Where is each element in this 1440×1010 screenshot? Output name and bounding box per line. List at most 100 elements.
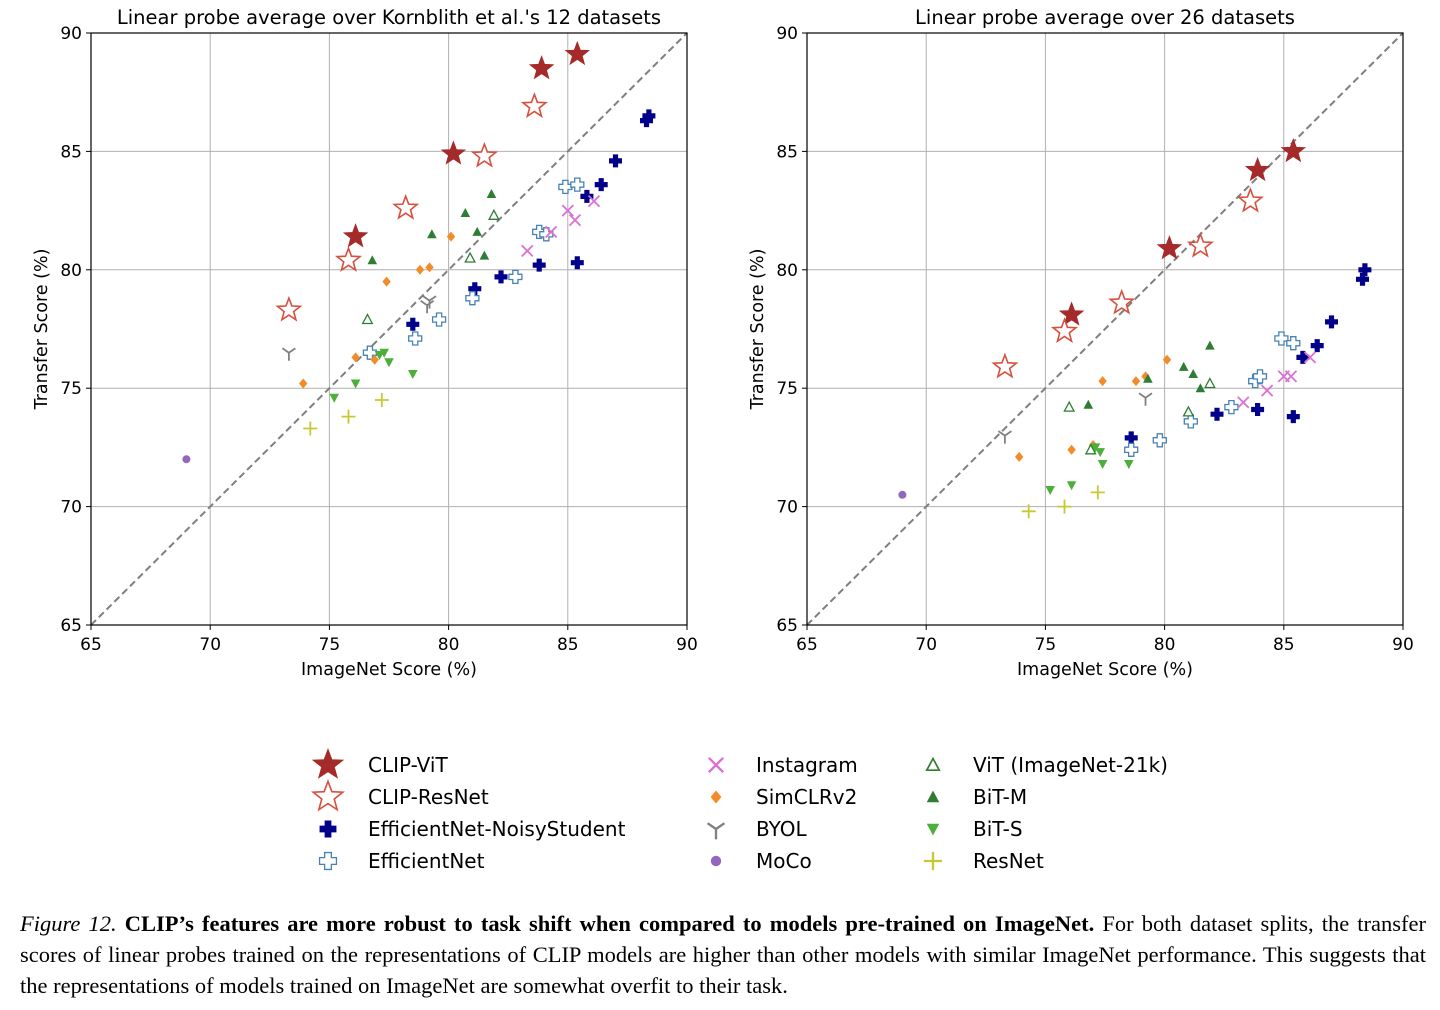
legend-marker <box>310 779 346 812</box>
data-point <box>1131 376 1141 387</box>
legend-item-simclrv2: SimCLRv2 <box>710 785 857 809</box>
data-point <box>329 393 339 403</box>
data-point <box>1124 442 1139 457</box>
data-point <box>1143 373 1153 383</box>
legend-item-vit-imagenet-21k: ViT (ImageNet-21k) <box>925 753 1168 777</box>
series-moco <box>898 490 907 499</box>
data-point <box>1050 317 1079 343</box>
data-point <box>1045 486 1055 495</box>
y-tick-label: 90 <box>60 24 82 44</box>
data-point <box>1358 263 1372 277</box>
series-bit-s <box>1045 443 1134 495</box>
y-tick-label: 85 <box>60 142 82 162</box>
data-point <box>341 409 356 424</box>
y-tick-label: 70 <box>776 498 798 518</box>
legend-label: SimCLRv2 <box>756 785 857 809</box>
data-point <box>1252 369 1268 384</box>
series-clip-vit <box>342 40 591 248</box>
series-resnet <box>1021 485 1105 519</box>
data-point <box>1108 288 1136 315</box>
data-point <box>558 179 573 195</box>
caption-bold-sentence: CLIP’s features are more robust to task … <box>124 911 1095 936</box>
data-point <box>1066 481 1077 491</box>
data-point <box>1083 399 1094 409</box>
y-tick-label: 65 <box>776 616 798 636</box>
data-point <box>379 348 389 358</box>
x-tick-label: 65 <box>796 635 818 655</box>
x-tick-label: 70 <box>915 635 937 655</box>
y-tick-label: 70 <box>60 498 82 518</box>
series-clip-resnet <box>991 186 1264 379</box>
data-point <box>1095 448 1105 458</box>
chart-1: 65 70 75 80 85 90 65 70 75 80 85 90 Linear probe ave… <box>32 6 698 680</box>
series-resnet <box>303 393 389 436</box>
legend-item-resnet: ResNet <box>923 849 1044 873</box>
data-point <box>1284 370 1298 383</box>
data-point <box>408 331 423 346</box>
data-point <box>991 352 1019 379</box>
legend-label: ResNet <box>973 849 1044 873</box>
data-point <box>564 40 591 66</box>
caption-text: For both dataset splits, the transfer sc… <box>20 911 1427 998</box>
data-point <box>1303 351 1317 364</box>
data-point <box>508 269 523 285</box>
data-point <box>406 317 420 331</box>
data-point <box>350 379 361 389</box>
legend-marker <box>925 756 941 772</box>
legend-item-moco: MoCo <box>710 849 812 873</box>
data-point <box>1286 410 1300 424</box>
series-efficientnet-noisystudent <box>1124 263 1372 445</box>
data-point <box>427 229 437 239</box>
data-point <box>609 154 622 168</box>
data-point <box>521 244 534 258</box>
legend-marker <box>319 820 337 838</box>
legend-item-clip-resnet: CLIP-ResNet <box>310 779 489 812</box>
data-point <box>422 295 437 309</box>
legend-item-efficientnet: EfficientNet <box>318 849 485 873</box>
series-efficientnet <box>1124 331 1301 457</box>
series-efficientnet <box>362 177 585 360</box>
series-bit-s <box>329 348 418 403</box>
data-point <box>580 189 594 203</box>
data-point <box>465 291 480 306</box>
data-point <box>1210 407 1224 421</box>
data-point <box>642 109 656 123</box>
data-point <box>1310 339 1324 353</box>
series-instagram <box>1237 351 1317 409</box>
plot-frame <box>806 32 1404 626</box>
data-point <box>1274 331 1289 346</box>
data-point <box>460 208 471 217</box>
data-point <box>1286 336 1301 351</box>
data-point <box>281 347 296 361</box>
legend-item-instagram: Instagram <box>708 753 858 777</box>
data-point <box>1098 376 1107 387</box>
data-point <box>468 282 482 296</box>
data-point <box>570 256 584 270</box>
data-point <box>520 92 548 118</box>
data-point <box>1325 315 1338 329</box>
data-point <box>568 213 582 227</box>
data-point <box>472 226 482 236</box>
data-point <box>1138 392 1153 406</box>
data-point <box>382 276 391 287</box>
data-point <box>479 250 490 260</box>
legend-label: BiT-M <box>973 785 1027 809</box>
data-point <box>1015 451 1024 462</box>
data-point <box>1356 272 1369 286</box>
data-point <box>1097 460 1108 469</box>
legend-marker <box>926 790 940 803</box>
data-point <box>374 393 389 407</box>
x-tick-label: 70 <box>199 635 221 655</box>
chart-title: Linear probe average over 26 datasets <box>915 6 1295 29</box>
y-axis-label: Transfer Score (%) <box>748 249 768 411</box>
data-point <box>425 262 434 273</box>
x-axis-label: ImageNet Score (%) <box>1017 660 1193 680</box>
data-point <box>1156 235 1183 260</box>
series-efficientnet-noisystudent <box>406 109 656 331</box>
data-point <box>594 178 608 192</box>
data-point <box>544 225 558 239</box>
data-point <box>997 430 1012 444</box>
y-axis-label: Transfer Score (%) <box>32 249 52 411</box>
data-point <box>528 55 555 80</box>
data-point <box>392 193 420 220</box>
